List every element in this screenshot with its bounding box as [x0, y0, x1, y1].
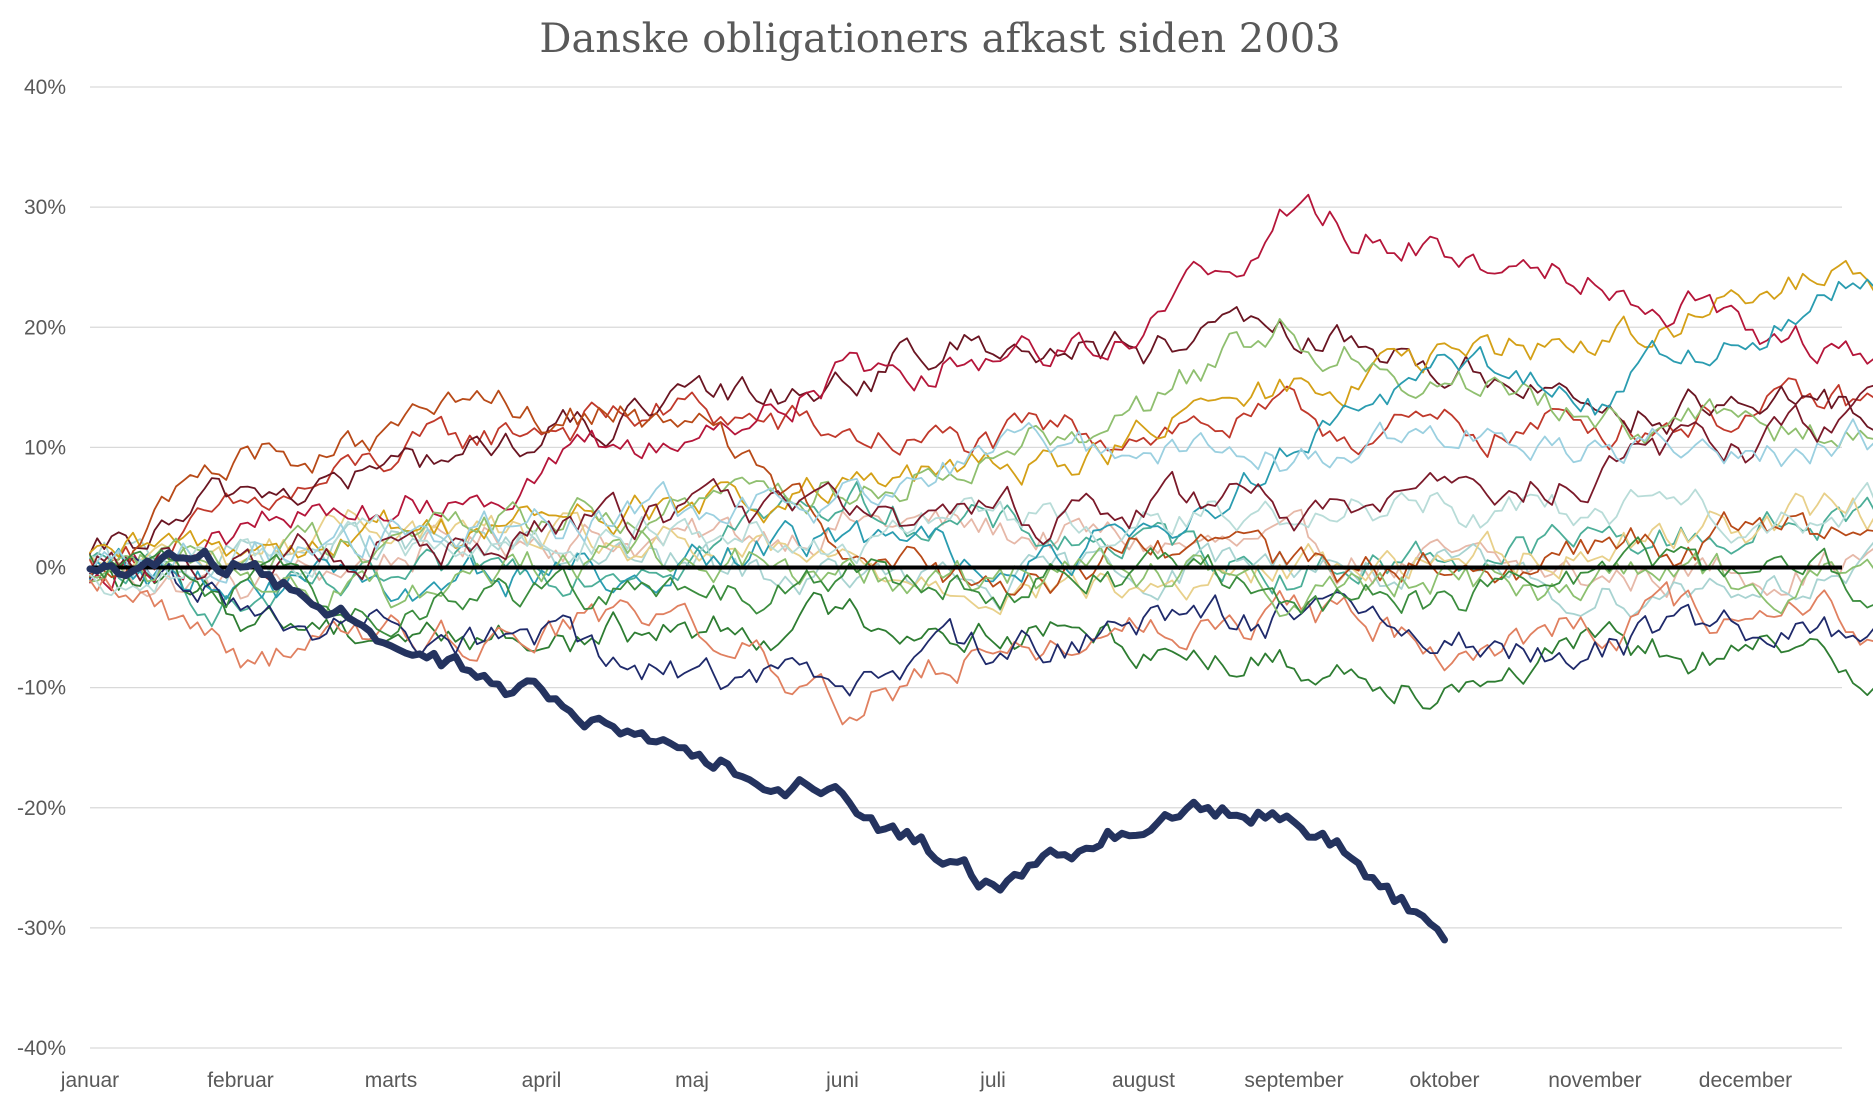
series-line-2013 — [89, 576, 1873, 726]
gridlines — [90, 86, 1842, 1049]
series-line-2003 — [89, 508, 1873, 600]
x-tick-label: september — [1244, 1069, 1343, 1092]
y-axis-ticks: 40% 30% 20% 10% 0% -10% -20% -30% -40% — [17, 76, 66, 1060]
series-line-2016 — [89, 389, 1873, 596]
x-tick-label: januar — [60, 1069, 119, 1092]
series-line-2006 — [89, 521, 1873, 619]
series-line-2019 — [89, 384, 1873, 582]
x-tick-label: juni — [825, 1069, 859, 1092]
series-line-2007 — [89, 492, 1873, 616]
x-tick-label: april — [522, 1069, 562, 1092]
series-line-2012 — [89, 318, 1873, 583]
x-tick-label: december — [1699, 1069, 1792, 1092]
y-tick-label: -20% — [17, 797, 66, 820]
y-tick-label: -30% — [17, 917, 66, 940]
series-line-2014 — [89, 278, 1873, 603]
x-tick-label: marts — [365, 1069, 418, 1092]
series-line-2020 — [89, 418, 1873, 584]
x-tick-label: november — [1548, 1069, 1641, 1092]
series-line-2017 — [89, 530, 1873, 618]
series-line-2009 — [89, 306, 1873, 555]
y-tick-label: 40% — [24, 76, 66, 99]
series-line-2022 — [86, 547, 1448, 944]
series-line-2010 — [89, 259, 1873, 559]
highlight-series — [86, 547, 1448, 944]
x-tick-label: juli — [979, 1069, 1006, 1092]
series-line-2011 — [89, 193, 1873, 592]
series-lines — [89, 193, 1873, 726]
x-tick-label: oktober — [1409, 1069, 1479, 1092]
x-tick-label: februar — [207, 1069, 274, 1092]
y-tick-label: 30% — [24, 196, 66, 219]
y-tick-label: -10% — [17, 677, 66, 700]
y-tick-label: 10% — [24, 436, 66, 459]
series-line-2005 — [89, 481, 1873, 628]
y-tick-label: -40% — [17, 1037, 66, 1060]
x-axis-ticks: januar februar marts april maj juni juli august… — [60, 1069, 1792, 1092]
chart-title: Danske obligationers afkast siden 2003 — [539, 16, 1340, 62]
x-tick-label: maj — [675, 1069, 709, 1092]
series-line-2015 — [89, 556, 1873, 697]
y-tick-label: 20% — [24, 316, 66, 339]
x-tick-label: august — [1112, 1069, 1175, 1092]
y-tick-label: 0% — [36, 557, 66, 580]
series-line-2008 — [89, 554, 1873, 710]
